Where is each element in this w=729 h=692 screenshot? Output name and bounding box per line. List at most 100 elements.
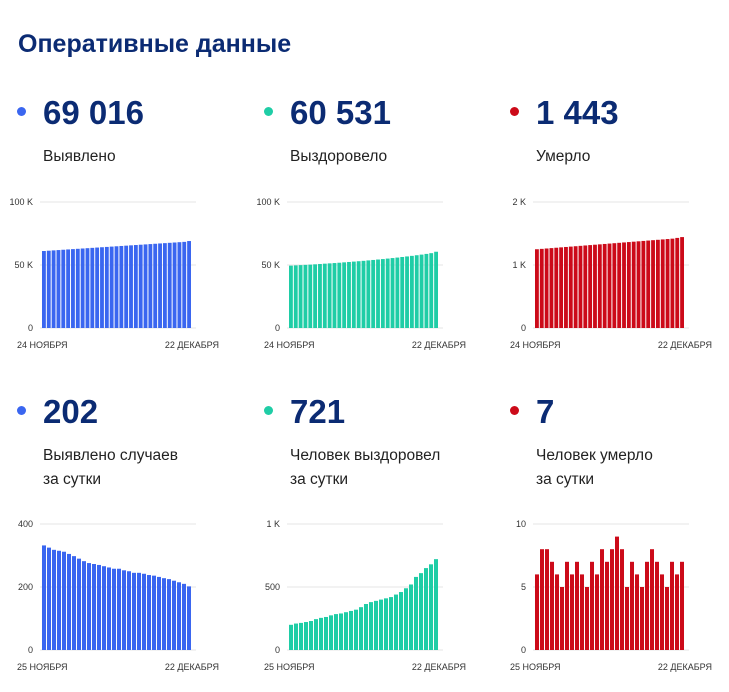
bar <box>327 263 332 328</box>
bar <box>42 251 46 328</box>
bar <box>314 619 318 650</box>
bar <box>434 251 438 328</box>
bar <box>600 549 604 650</box>
bar <box>324 616 328 650</box>
bar <box>347 261 351 328</box>
bar <box>424 253 429 328</box>
bar <box>172 580 176 650</box>
bar <box>655 239 660 328</box>
bar <box>555 574 559 650</box>
bar <box>127 571 131 650</box>
bar <box>607 243 612 328</box>
y-tick-label: 500 <box>265 582 280 592</box>
y-tick-label: 0 <box>28 323 33 333</box>
x-start-label: 25 НОЯБРЯ <box>264 662 315 672</box>
stat-card: 202 Выявлено случаев за сутки 0 200 400 25 НОЯ… <box>17 392 247 692</box>
bar <box>665 587 669 650</box>
bar <box>625 587 629 650</box>
bar <box>289 265 293 328</box>
y-tick-label: 100 K <box>9 197 33 207</box>
legend-dot-icon <box>17 107 26 116</box>
x-end-label: 22 ДЕКАБРЯ <box>658 340 712 350</box>
bar <box>640 587 644 650</box>
stat-label: Выявлено случаев <box>43 447 178 464</box>
stat-card: 721 Человек выздоровел за сутки 0 500 1 K 25 Н… <box>264 392 494 692</box>
bar <box>545 549 549 650</box>
bar <box>578 245 583 328</box>
bar <box>660 574 664 650</box>
bar <box>167 242 172 328</box>
bar <box>92 564 96 650</box>
legend-dot-icon <box>17 406 26 415</box>
bar <box>680 237 684 328</box>
bar <box>309 621 313 650</box>
bar <box>102 566 106 650</box>
y-tick-label: 1 K <box>266 519 280 529</box>
bar <box>610 549 614 650</box>
bar <box>304 622 308 650</box>
stat-label-line2: за сутки <box>43 471 102 488</box>
stat-label: Человек умерло <box>536 447 653 464</box>
bar <box>47 547 51 650</box>
bar <box>157 576 161 650</box>
bar <box>554 247 559 328</box>
bar <box>344 612 348 650</box>
bar <box>351 261 356 328</box>
bar-chart: 0 50 K 100 K 24 НОЯБРЯ 22 ДЕКАБРЯ <box>256 197 466 350</box>
bar <box>570 574 574 650</box>
bar <box>559 247 564 328</box>
bar <box>313 264 318 328</box>
bar <box>124 245 129 328</box>
bar <box>85 248 90 328</box>
page-title: Оперативные данные <box>18 30 292 58</box>
x-end-label: 22 ДЕКАБРЯ <box>165 340 219 350</box>
bar <box>308 264 313 328</box>
bar <box>142 573 146 650</box>
bar <box>182 241 187 328</box>
bar <box>71 249 75 328</box>
bar <box>298 265 303 328</box>
bar <box>137 572 141 650</box>
bar <box>550 561 554 650</box>
bar <box>595 574 599 650</box>
stat-value: 202 <box>43 393 99 430</box>
bar <box>680 561 684 650</box>
bar <box>364 604 368 650</box>
bar <box>354 609 358 650</box>
y-tick-label: 5 <box>521 582 526 592</box>
bar <box>374 600 378 650</box>
bar <box>620 549 624 650</box>
bar <box>655 561 659 650</box>
bar <box>651 240 655 328</box>
bar <box>172 242 177 328</box>
legend-dot-icon <box>264 107 273 116</box>
bar <box>119 245 124 328</box>
legend-dot-icon <box>510 406 519 415</box>
bar <box>72 556 76 650</box>
bar <box>51 250 56 328</box>
bar <box>590 561 594 650</box>
x-end-label: 22 ДЕКАБРЯ <box>412 340 466 350</box>
y-tick-label: 0 <box>275 323 280 333</box>
bar <box>414 576 418 650</box>
bar <box>419 254 424 328</box>
bar <box>636 241 641 328</box>
bar <box>635 574 639 650</box>
bar-chart: 0 500 1 K 25 НОЯБРЯ 22 ДЕКАБРЯ <box>264 519 466 672</box>
legend-dot-icon <box>510 107 519 116</box>
y-tick-label: 50 K <box>14 260 33 270</box>
bar <box>366 260 371 328</box>
bar <box>395 257 400 328</box>
bar <box>630 561 634 650</box>
bar <box>394 594 398 650</box>
bar <box>602 243 607 328</box>
bar <box>152 575 156 650</box>
bar <box>62 551 66 650</box>
bar <box>565 561 569 650</box>
bar <box>122 570 126 650</box>
bar <box>97 564 101 650</box>
stat-card: 7 Человек умерло за сутки 0 5 10 25 НОЯБРЯ 22 Д… <box>510 392 729 692</box>
bar <box>107 567 111 650</box>
bar <box>332 263 337 328</box>
bar <box>129 245 133 328</box>
